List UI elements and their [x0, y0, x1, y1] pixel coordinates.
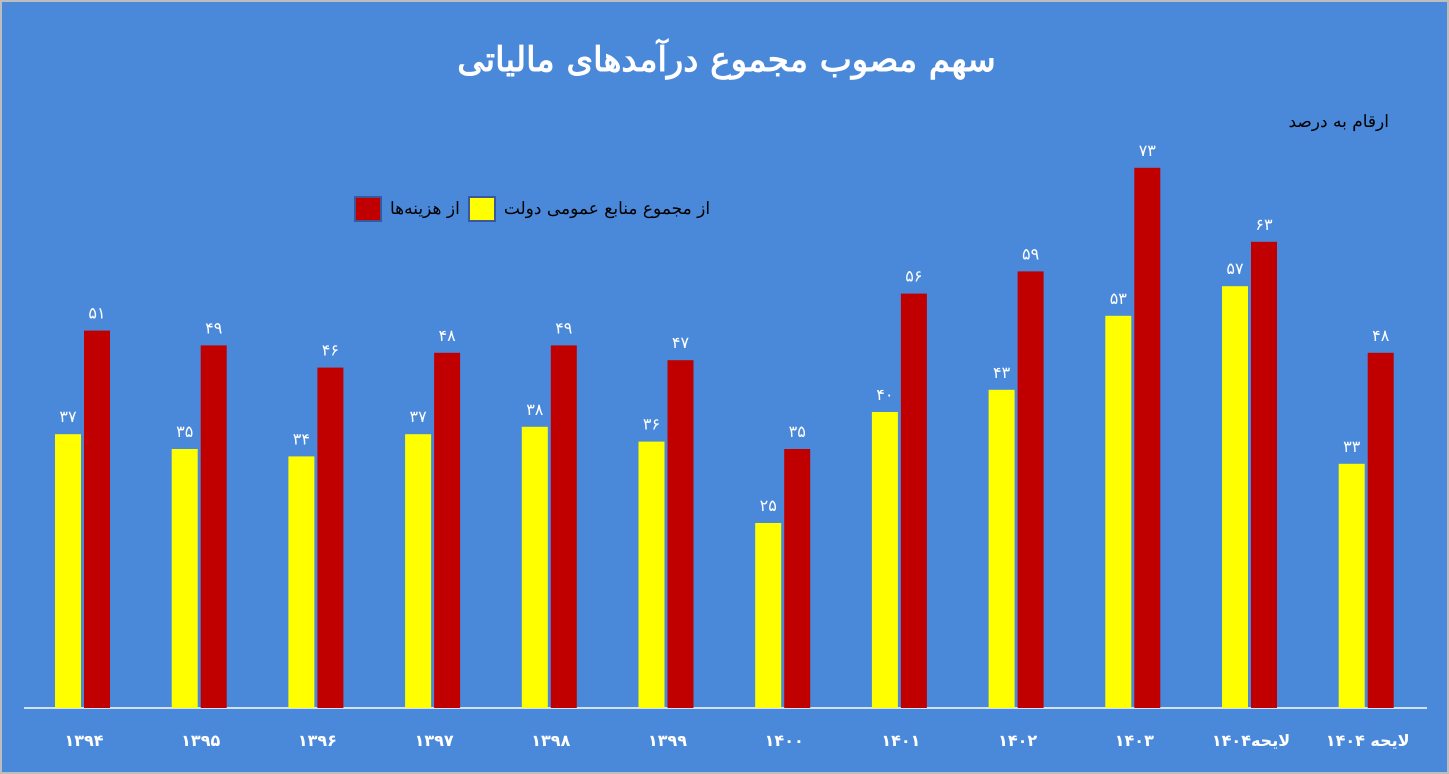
- bar-public-resources: [871, 412, 898, 708]
- bar-expenses: [667, 360, 694, 708]
- bar-expenses: [434, 352, 461, 708]
- data-label: ۳۵: [789, 422, 806, 441]
- bar-expenses: [317, 367, 344, 708]
- legend-label-expenses: از هزینه‌ها: [390, 199, 460, 219]
- data-label: ۴۷: [672, 333, 690, 352]
- data-label: ۳۸: [526, 400, 544, 419]
- bar-public-resources: [638, 441, 665, 708]
- bar-expenses: [784, 449, 811, 708]
- bar-expenses: [550, 345, 577, 708]
- bar-public-resources: [755, 523, 782, 708]
- x-tick-label: ۱۳۹۷: [415, 731, 454, 750]
- x-tick-label: لایحه ۱۴۰۴: [1326, 731, 1410, 750]
- bar-expenses: [1134, 167, 1161, 709]
- x-tick-label: ۱۴۰۳: [1115, 731, 1154, 750]
- bar-public-resources: [988, 389, 1015, 708]
- legend-swatch-expenses: [354, 196, 382, 222]
- data-label: ۴۳: [993, 363, 1011, 382]
- bar-expenses: [1367, 352, 1394, 708]
- x-tick-label: ۱۴۰۱: [881, 731, 920, 750]
- x-tick-label: لایحه۱۴۰۴: [1212, 731, 1290, 750]
- x-tick-label: ۱۴۰۲: [998, 731, 1037, 750]
- data-label: ۵۷: [1226, 259, 1244, 278]
- x-tick-label: ۱۳۹۵: [181, 731, 220, 750]
- bar-expenses: [84, 330, 110, 708]
- bar-public-resources: [1105, 315, 1132, 708]
- legend-label-public-resources: از مجموع منابع عمومی دولت: [503, 199, 711, 219]
- bar-expenses: [200, 345, 227, 708]
- data-label: ۴۹: [555, 318, 572, 337]
- x-tick-label: ۱۳۹۸: [531, 731, 570, 750]
- data-label: ۴۸: [439, 326, 457, 345]
- data-label: ۵۳: [1110, 289, 1128, 308]
- legend-swatch-public-resources: [467, 196, 496, 222]
- bar-public-resources: [1222, 286, 1248, 708]
- bar-public-resources: [55, 434, 81, 708]
- bar-expenses: [1251, 241, 1277, 709]
- legend: از هزینه‌ها از مجموع منابع عمومی دولت: [354, 193, 710, 225]
- x-tick-label: ۱۴۰۰: [765, 731, 804, 750]
- bar-public-resources: [1338, 463, 1365, 708]
- data-label: ۳۷: [410, 407, 428, 426]
- data-label: ۴۸: [1372, 326, 1390, 345]
- data-label: ۵۹: [1022, 244, 1039, 263]
- x-tick-label: ۱۳۹۴: [64, 731, 103, 750]
- data-label: ۳۳: [1343, 437, 1361, 456]
- data-label: ۵۶: [905, 267, 922, 286]
- x-tick-label: ۱۳۹۶: [298, 731, 337, 750]
- data-label: ۴۶: [322, 341, 339, 360]
- data-label: ۴۰: [876, 385, 893, 404]
- data-label: ۳۴: [293, 429, 310, 448]
- bar-public-resources: [288, 456, 315, 708]
- bar-public-resources: [405, 434, 432, 708]
- bar-public-resources: [171, 449, 198, 708]
- data-label: ۷۳: [1139, 141, 1157, 160]
- data-label: ۴۹: [205, 318, 222, 337]
- unit-note: ارقام به درصد: [1288, 112, 1389, 132]
- bar-expenses: [1017, 271, 1044, 708]
- chart-title: سهم مصوب مجموع درآمدهای مالیاتی: [457, 40, 996, 80]
- data-label: ۲۵: [760, 496, 777, 515]
- data-label: ۳۶: [643, 415, 660, 434]
- bar-expenses: [900, 293, 927, 708]
- data-label: ۳۵: [176, 422, 193, 441]
- data-label: ۳۷: [59, 407, 77, 426]
- x-tick-label: ۱۳۹۹: [648, 731, 687, 750]
- data-label: ۶۳: [1255, 215, 1273, 234]
- data-label: ۵۱: [88, 304, 105, 323]
- bar-public-resources: [521, 426, 548, 708]
